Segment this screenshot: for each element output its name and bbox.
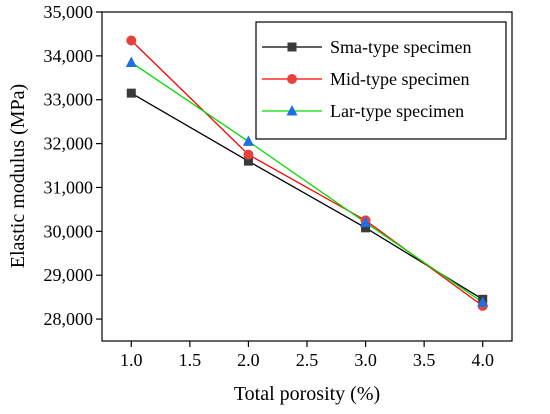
legend-label: Sma-type specimen — [330, 37, 471, 57]
y-tick-label: 33,000 — [44, 90, 94, 110]
y-tick-label: 30,000 — [44, 221, 94, 241]
y-tick-label: 34,000 — [44, 46, 94, 66]
legend-marker — [286, 105, 298, 116]
legend-label: Lar-type specimen — [330, 101, 464, 121]
data-point — [125, 56, 137, 67]
x-tick-label: 1.0 — [120, 350, 143, 370]
x-tick-label: 3.0 — [354, 350, 377, 370]
plot-marks — [125, 35, 489, 311]
data-point — [126, 35, 137, 46]
x-axis-title: Total porosity (%) — [234, 383, 380, 405]
x-tick-label: 2.5 — [296, 350, 319, 370]
data-point — [361, 223, 371, 233]
legend-item: Sma-type specimen — [262, 37, 471, 57]
legend: Sma-type specimen Mid-type specimen Lar-ty… — [255, 21, 507, 140]
legend-marker — [287, 74, 297, 84]
data-point — [477, 296, 489, 307]
legend-label: Mid-type specimen — [330, 69, 469, 89]
x-tick-label: 3.5 — [413, 350, 436, 370]
legend-box — [255, 21, 507, 140]
legend-item: Lar-type specimen — [262, 101, 464, 121]
series-3 — [130, 61, 484, 303]
axes: 1.0 1.5 2.0 2.5 3.0 3.5 4.0 28,000 29,000 30,000 3… — [44, 2, 494, 370]
x-tick-label: 1.5 — [179, 350, 202, 370]
y-tick-label: 29,000 — [44, 265, 94, 285]
data-point — [242, 135, 254, 146]
data-point — [126, 88, 136, 98]
x-tick-label: 4.0 — [471, 350, 494, 370]
data-point — [243, 156, 253, 166]
y-tick-label: 31,000 — [44, 177, 94, 197]
legend-item: Mid-type specimen — [262, 69, 469, 89]
series-3-points — [125, 56, 489, 307]
y-tick-label: 32,000 — [44, 134, 94, 154]
series-line — [130, 61, 484, 303]
legend-marker — [287, 42, 297, 52]
data-point — [243, 149, 254, 160]
data-point — [360, 216, 372, 228]
y-tick-label: 28,000 — [44, 309, 94, 329]
y-tick-label: 35,000 — [44, 2, 94, 22]
x-tick-label: 2.0 — [237, 350, 260, 370]
y-axis-title: Elastic modulus (MPa) — [7, 84, 29, 268]
